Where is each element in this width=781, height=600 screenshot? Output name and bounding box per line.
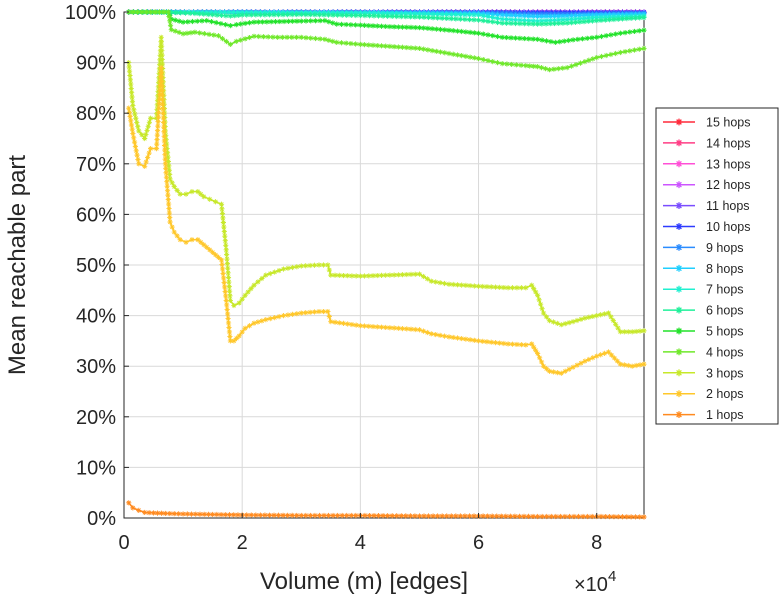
legend-item: 14 hops xyxy=(663,136,750,150)
series-2-hops xyxy=(126,65,647,376)
axis-ticks: 0% 10% 20% 30% 40% 50% 60% 70% 80% 90% 100% 0 2 4 6 8 xyxy=(65,2,602,554)
legend-item: 7 hops xyxy=(663,283,744,297)
legend-label: 6 hops xyxy=(706,304,744,318)
x-axis-label: Volume (m) [edges] xyxy=(260,568,468,595)
legend-label: 2 hops xyxy=(706,387,744,401)
series-markers xyxy=(126,500,647,520)
legend-label: 12 hops xyxy=(706,178,750,192)
legend-swatch-marker xyxy=(675,139,683,147)
series-1-hops xyxy=(126,500,647,520)
legend: 15 hops 14 hops 13 hops 12 hops 11 hops 10 ho… xyxy=(655,107,779,425)
legend-swatch-marker xyxy=(675,223,683,230)
legend-swatch-marker xyxy=(675,118,683,126)
legend-swatch-marker xyxy=(675,327,683,335)
x-axis-multiplier-base: ×10 xyxy=(574,574,608,596)
legend-item: 8 hops xyxy=(663,262,744,276)
legend-label: 3 hops xyxy=(706,366,744,380)
legend-swatch-marker xyxy=(675,202,683,209)
legend-label: 7 hops xyxy=(706,283,744,297)
y-tick-label: 10% xyxy=(76,457,116,479)
legend-item: 15 hops xyxy=(663,116,750,130)
legend-swatch-marker xyxy=(675,369,683,377)
x-tick-label: 2 xyxy=(237,532,248,554)
x-tick-label: 6 xyxy=(473,532,484,554)
y-tick-label: 0% xyxy=(87,508,116,530)
legend-item: 2 hops xyxy=(663,387,744,401)
legend-swatch-marker xyxy=(675,306,683,314)
legend-label: 10 hops xyxy=(706,220,750,234)
legend-item: 13 hops xyxy=(663,157,750,171)
legend-item: 6 hops xyxy=(663,304,744,318)
legend-item: 10 hops xyxy=(663,220,750,234)
series-3-hops xyxy=(126,34,647,335)
legend-label: 15 hops xyxy=(706,116,750,130)
series-5-hops xyxy=(126,9,647,45)
legend-item: 4 hops xyxy=(663,345,744,359)
legend-label: 14 hops xyxy=(706,136,750,150)
legend-item: 1 hops xyxy=(663,408,744,422)
legend-label: 13 hops xyxy=(706,157,750,171)
y-tick-label: 30% xyxy=(76,356,116,378)
legend-box xyxy=(655,107,779,425)
legend-item: 12 hops xyxy=(663,178,750,192)
legend-label: 1 hops xyxy=(706,408,744,422)
y-tick-label: 80% xyxy=(76,103,116,125)
y-tick-label: 70% xyxy=(76,154,116,176)
legend-item: 11 hops xyxy=(663,199,750,213)
x-tick-label: 4 xyxy=(355,532,366,554)
legend-item: 5 hops xyxy=(663,325,744,339)
series-markers xyxy=(126,34,647,335)
legend-label: 5 hops xyxy=(706,325,744,339)
y-tick-label: 60% xyxy=(76,204,116,226)
y-axis-label: Mean reachable part xyxy=(4,155,31,375)
legend-label: 4 hops xyxy=(706,345,744,359)
x-axis-multiplier: ×104 xyxy=(574,568,616,596)
x-tick-label: 0 xyxy=(118,532,129,554)
series-4-hops xyxy=(126,9,647,73)
legend-swatch-marker xyxy=(675,285,683,293)
legend-label: 8 hops xyxy=(706,262,744,276)
y-tick-label: 40% xyxy=(76,306,116,328)
legend-swatch-marker xyxy=(675,264,683,272)
x-tick-label: 8 xyxy=(591,532,602,554)
legend-label: 11 hops xyxy=(706,199,750,213)
legend-swatch-marker xyxy=(675,181,683,189)
y-tick-label: 100% xyxy=(65,2,116,24)
y-tick-label: 90% xyxy=(76,53,116,75)
legend-swatch-marker xyxy=(675,160,683,168)
series-markers xyxy=(126,65,647,376)
series-line xyxy=(127,36,645,333)
legend-item: 3 hops xyxy=(663,366,744,380)
legend-swatch-marker xyxy=(675,244,683,251)
grid-lines xyxy=(123,11,644,519)
legend-label: 9 hops xyxy=(706,241,744,255)
legend-swatch-marker xyxy=(675,390,683,398)
legend-swatch-marker xyxy=(675,348,683,356)
legend-item: 9 hops xyxy=(663,241,744,255)
y-tick-label: 20% xyxy=(76,407,116,429)
y-tick-label: 50% xyxy=(76,255,116,277)
legend-swatch-marker xyxy=(675,411,683,418)
x-axis-multiplier-exponent: 4 xyxy=(608,568,616,585)
series-lines xyxy=(126,9,647,520)
